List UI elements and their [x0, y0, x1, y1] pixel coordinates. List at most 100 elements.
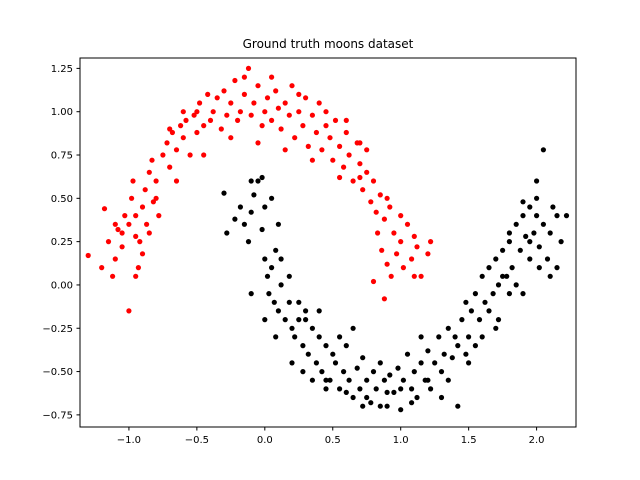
scatter-point	[296, 91, 302, 97]
scatter-point	[282, 100, 288, 106]
scatter-point	[282, 147, 288, 153]
scatter-point	[504, 273, 510, 279]
scatter-point	[398, 407, 404, 413]
scatter-point	[303, 95, 309, 101]
scatter-point	[493, 256, 499, 262]
scatter-point	[303, 308, 309, 314]
scatter-point	[536, 244, 542, 250]
scatter-point	[300, 343, 306, 349]
scatter-point	[126, 308, 132, 314]
scatter-point	[228, 135, 234, 141]
scatter-point	[144, 221, 150, 227]
scatter-point	[332, 360, 339, 366]
scatter-point	[303, 317, 309, 323]
scatter-point	[554, 213, 560, 219]
scatter-point	[122, 213, 128, 219]
x-tick-label: −0.5	[185, 435, 209, 446]
scatter-point	[425, 348, 431, 354]
scatter-point	[476, 317, 483, 323]
scatter-point	[346, 377, 352, 383]
scatter-point	[264, 95, 271, 101]
scatter-point	[400, 265, 406, 271]
scatter-point	[398, 239, 404, 245]
scatter-point	[384, 261, 390, 267]
scatter-point	[509, 265, 515, 271]
scatter-point	[323, 377, 329, 383]
scatter-point	[445, 325, 451, 331]
scatter-point	[153, 178, 159, 184]
scatter-point	[409, 400, 415, 406]
scatter-point	[520, 199, 526, 205]
scatter-point	[400, 377, 406, 383]
scatter-point	[241, 74, 247, 80]
scatter-point	[536, 265, 542, 271]
scatter-point	[368, 400, 374, 406]
scatter-point	[346, 152, 352, 158]
scatter-point	[266, 291, 272, 297]
scatter-point	[506, 291, 512, 297]
scatter-point	[300, 369, 306, 375]
scatter-point	[112, 256, 118, 262]
scatter-point	[395, 365, 401, 371]
scatter-point	[232, 216, 238, 222]
scatter-point	[411, 273, 417, 279]
scatter-point	[278, 282, 284, 288]
scatter-point	[350, 394, 356, 401]
scatter-point	[486, 265, 492, 271]
scatter-point	[221, 88, 227, 94]
scatter-point	[187, 152, 193, 158]
scatter-point	[506, 230, 512, 236]
scatter-point	[527, 239, 533, 245]
scatter-point	[472, 291, 478, 297]
scatter-point	[370, 278, 377, 285]
scatter-point	[445, 377, 451, 383]
scatter-point	[264, 273, 271, 279]
scatter-point	[275, 308, 281, 314]
scatter-point	[269, 117, 275, 123]
scatter-point	[360, 355, 366, 361]
scatter-point	[394, 251, 400, 257]
scatter-point	[455, 343, 461, 349]
scatter-point	[309, 377, 315, 383]
scatter-point	[384, 403, 390, 409]
scatter-point	[319, 369, 325, 375]
scatter-point	[425, 251, 431, 257]
scatter-point	[384, 389, 390, 395]
scatter-point	[550, 204, 556, 210]
scatter-point	[135, 265, 141, 271]
scatter-point	[540, 221, 547, 227]
scatter-point	[133, 213, 139, 219]
x-tick-label: −1.0	[117, 435, 141, 446]
scatter-point	[278, 256, 284, 262]
scatter-point	[432, 360, 438, 366]
scatter-point	[210, 109, 216, 115]
scatter-point	[191, 112, 197, 118]
scatter-point	[337, 334, 343, 340]
scatter-point	[259, 174, 265, 181]
scatter-point	[105, 239, 112, 245]
scatter-point	[296, 317, 302, 323]
scatter-point	[282, 317, 288, 323]
scatter-point	[146, 230, 152, 236]
scatter-point	[269, 265, 275, 271]
scatter-point	[343, 343, 349, 349]
scatter-point	[479, 273, 485, 279]
scatter-point	[520, 213, 526, 219]
scatter-point	[343, 129, 349, 136]
scatter-point	[237, 109, 243, 115]
scatter-point	[110, 273, 116, 279]
scatter-point	[156, 213, 162, 219]
y-tick-label: −0.75	[42, 410, 73, 421]
scatter-point	[323, 343, 329, 349]
scatter-point	[178, 123, 184, 129]
scatter-point	[248, 291, 254, 297]
scatter-point	[207, 117, 214, 123]
scatter-point	[221, 190, 227, 196]
scatter-point	[150, 199, 156, 205]
scatter-point	[309, 157, 315, 163]
scatter-point	[479, 334, 485, 340]
scatter-point	[228, 100, 234, 106]
scatter-point	[354, 365, 360, 371]
y-tick-label: 0.75	[51, 151, 73, 162]
